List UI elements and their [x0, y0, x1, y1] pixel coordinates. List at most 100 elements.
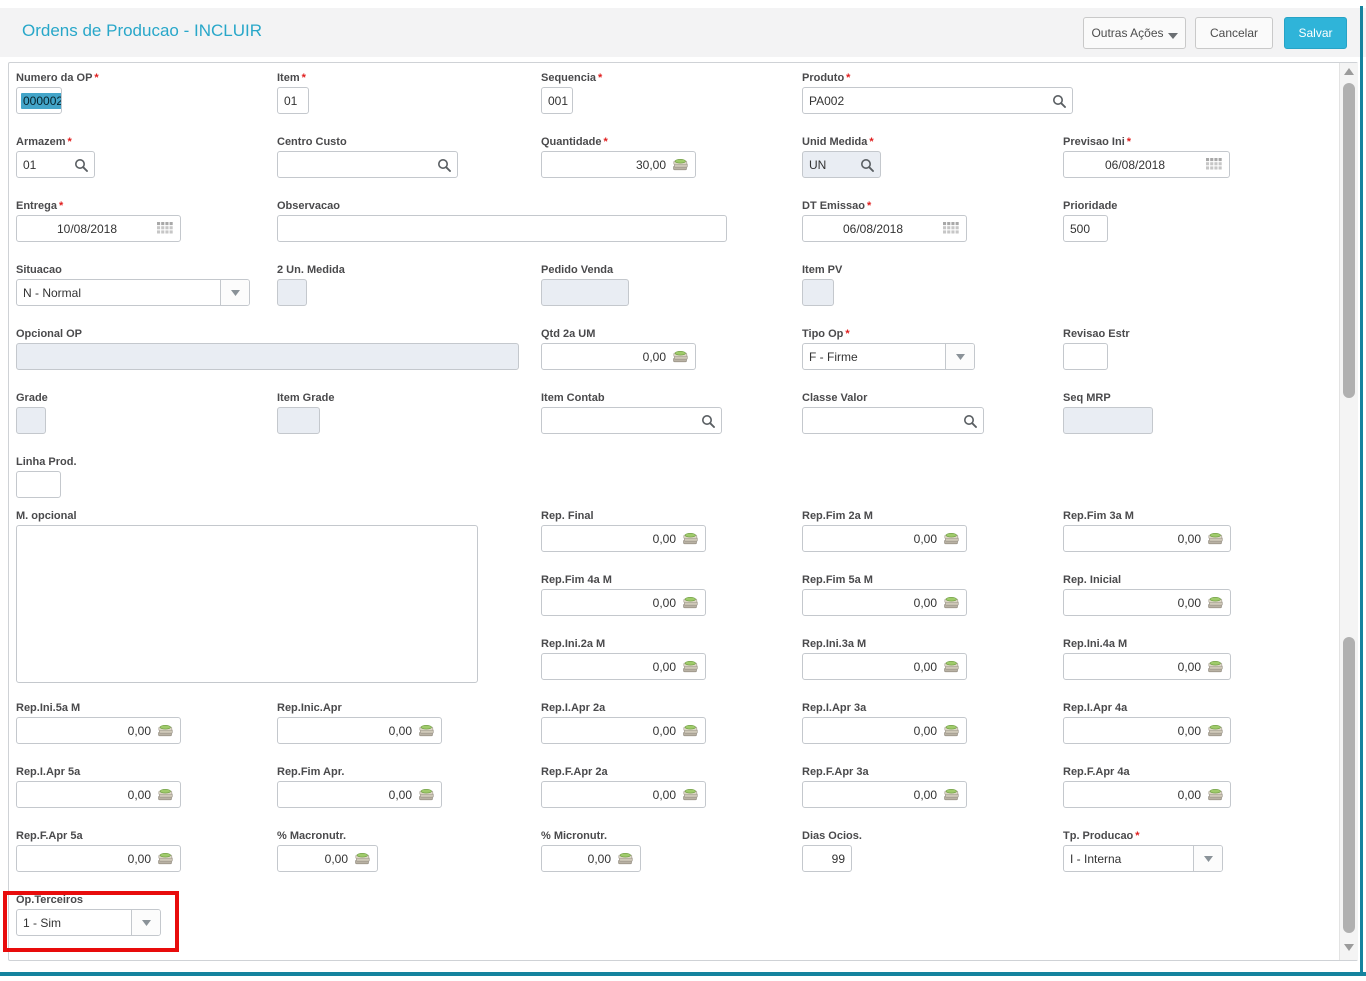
money-icon[interactable] [943, 596, 966, 609]
armazem-input[interactable]: 01 [16, 151, 95, 178]
money-icon[interactable] [672, 158, 695, 171]
money-icon[interactable] [682, 532, 705, 545]
sequencia-input[interactable]: 001 [541, 87, 573, 114]
field-label: Rep.Inic.Apr [277, 703, 442, 714]
rep-fim-5a-m-input[interactable]: 0,00 [802, 589, 967, 616]
rep-ini-4a-m-input[interactable]: 0,00 [1063, 653, 1231, 680]
money-icon[interactable] [943, 532, 966, 545]
rep-f-apr-2a-input[interactable]: 0,00 [541, 781, 706, 808]
money-icon[interactable] [1207, 788, 1230, 801]
calendar-icon[interactable] [1206, 158, 1229, 171]
m-opcional-input[interactable] [16, 525, 478, 683]
dropdown-caret-icon[interactable] [1193, 846, 1222, 871]
numero-op-input[interactable]: 000002 [16, 87, 62, 114]
rep-f-apr-3a-input[interactable]: 0,00 [802, 781, 967, 808]
micronutr-input[interactable]: 0,00 [541, 845, 641, 872]
money-icon[interactable] [418, 724, 441, 737]
magnifier-icon[interactable] [74, 158, 94, 172]
money-icon[interactable] [672, 350, 695, 363]
revisao-estr-input[interactable] [1063, 343, 1108, 370]
calendar-icon[interactable] [157, 222, 180, 235]
situacao-input[interactable]: N - Normal [16, 279, 250, 306]
rep-fim-apr-input[interactable]: 0,00 [277, 781, 442, 808]
scroll-down-icon[interactable] [1344, 944, 1354, 951]
label-text: Rep. Final [541, 510, 594, 522]
qtd-2a-um-input[interactable]: 0,00 [541, 343, 696, 370]
rep-f-apr-5a-input[interactable]: 0,00 [16, 845, 181, 872]
tp-producao-input[interactable]: I - Interna [1063, 845, 1223, 872]
money-icon[interactable] [617, 852, 640, 865]
rep-i-apr-5a-input[interactable]: 0,00 [16, 781, 181, 808]
scrollbar-thumb[interactable] [1343, 83, 1355, 398]
rep-inic-apr-input[interactable]: 0,00 [277, 717, 442, 744]
prioridade-input[interactable]: 500 [1063, 215, 1108, 242]
label-text: Rep.I.Apr 2a [541, 702, 606, 714]
rep-ini-5a-m-input[interactable]: 0,00 [16, 717, 181, 744]
label-text: Quantidade [541, 136, 602, 148]
classe-valor-input[interactable] [802, 407, 984, 434]
rep-i-apr-2a-input[interactable]: 0,00 [541, 717, 706, 744]
money-icon[interactable] [157, 788, 180, 801]
money-icon[interactable] [1207, 596, 1230, 609]
magnifier-icon[interactable] [860, 158, 880, 172]
magnifier-icon[interactable] [1052, 94, 1072, 108]
label-text: Unid Medida [802, 136, 868, 148]
rep-fim-4a-m-input[interactable]: 0,00 [541, 589, 706, 616]
other-actions-button[interactable]: Outras Ações [1083, 17, 1186, 49]
rep-f-apr-4a-input[interactable]: 0,00 [1063, 781, 1231, 808]
magnifier-icon[interactable] [701, 414, 721, 428]
rep-ini-2a-m-input[interactable]: 0,00 [541, 653, 706, 680]
rep-inicial-input[interactable]: 0,00 [1063, 589, 1231, 616]
label-text: Seq MRP [1063, 392, 1111, 404]
save-button[interactable]: Salvar [1284, 17, 1347, 49]
money-icon[interactable] [157, 724, 180, 737]
money-icon[interactable] [682, 596, 705, 609]
money-icon[interactable] [354, 852, 377, 865]
money-icon[interactable] [418, 788, 441, 801]
calendar-icon[interactable] [943, 222, 966, 235]
cancel-label: Cancelar [1209, 26, 1259, 40]
rep-i-apr-3a-input[interactable]: 0,00 [802, 717, 967, 744]
magnifier-icon[interactable] [437, 158, 457, 172]
money-icon[interactable] [682, 660, 705, 673]
macronutr-input[interactable]: 0,00 [277, 845, 378, 872]
money-icon[interactable] [157, 852, 180, 865]
previsao-ini-input[interactable]: 06/08/2018 [1063, 151, 1230, 178]
money-icon[interactable] [943, 660, 966, 673]
dropdown-caret-icon[interactable] [131, 910, 160, 935]
magnifier-icon[interactable] [963, 414, 983, 428]
label-text: Rep.Fim 5a M [802, 574, 873, 586]
money-icon[interactable] [1207, 724, 1230, 737]
item-input[interactable]: 01 [277, 87, 309, 114]
scroll-up-icon[interactable] [1344, 68, 1354, 75]
cancel-button[interactable]: Cancelar [1195, 17, 1273, 49]
money-icon[interactable] [943, 788, 966, 801]
dias-ocios-input[interactable]: 99 [802, 845, 852, 872]
produto-input[interactable]: PA002 [802, 87, 1073, 114]
op-terceiros-input[interactable]: 1 - Sim [16, 909, 161, 936]
entrega-input[interactable]: 10/08/2018 [16, 215, 181, 242]
scrollbar-thumb[interactable] [1343, 637, 1355, 933]
label-text: Rep.Ini.2a M [541, 638, 606, 650]
money-icon[interactable] [682, 788, 705, 801]
rep-fim-3a-m-input[interactable]: 0,00 [1063, 525, 1231, 552]
dropdown-caret-icon[interactable] [220, 280, 249, 305]
quantidade-input[interactable]: 30,00 [541, 151, 696, 178]
field-label: Revisao Estr [1063, 329, 1130, 340]
dt-emissao-input[interactable]: 06/08/2018 [802, 215, 967, 242]
rep-i-apr-4a-input[interactable]: 0,00 [1063, 717, 1231, 744]
dropdown-caret-icon[interactable] [945, 344, 974, 369]
item-contab-input[interactable] [541, 407, 722, 434]
tipo-op-input[interactable]: F - Firme [802, 343, 975, 370]
rep-fim-2a-m-input[interactable]: 0,00 [802, 525, 967, 552]
money-icon[interactable] [682, 724, 705, 737]
money-icon[interactable] [943, 724, 966, 737]
centro-custo-input[interactable] [277, 151, 458, 178]
money-icon[interactable] [1207, 532, 1230, 545]
linha-prod-input[interactable] [16, 471, 61, 498]
rep-final-input[interactable]: 0,00 [541, 525, 706, 552]
field-value: 0,00 [652, 659, 676, 674]
observacao-input[interactable] [277, 215, 727, 242]
rep-ini-3a-m-input[interactable]: 0,00 [802, 653, 967, 680]
money-icon[interactable] [1207, 660, 1230, 673]
